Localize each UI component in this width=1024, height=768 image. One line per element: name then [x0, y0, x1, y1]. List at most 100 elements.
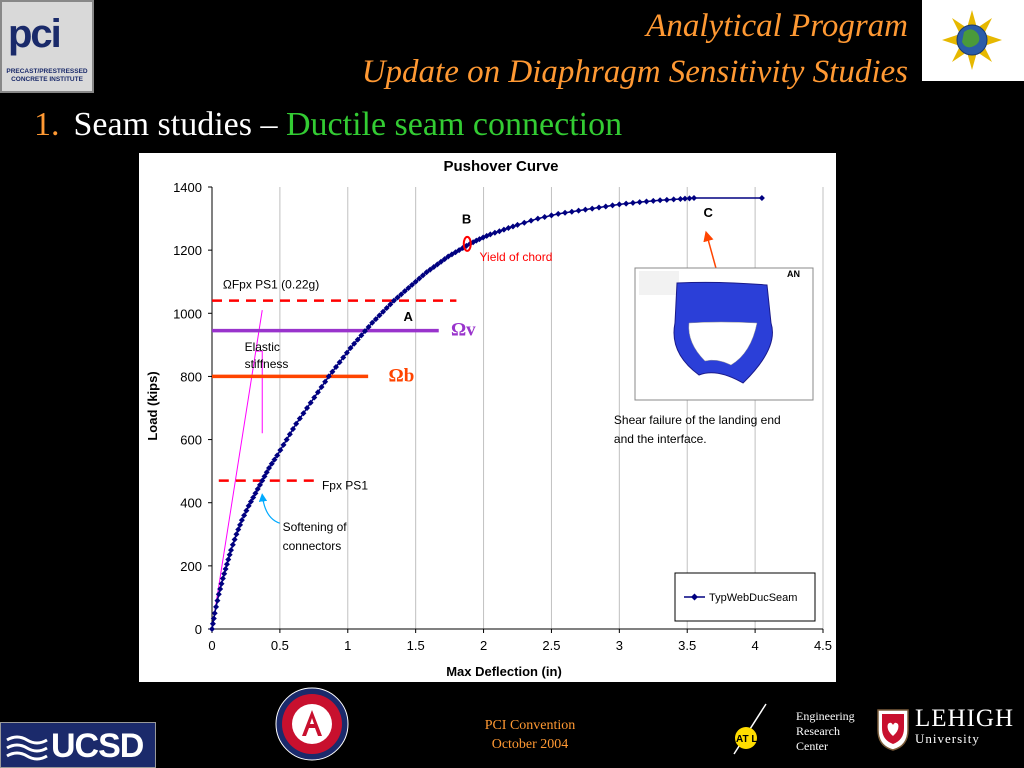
- data-point: [263, 469, 270, 476]
- point-c-arrow: [703, 230, 718, 273]
- data-point: [333, 363, 340, 370]
- lehigh-shield-icon: [877, 709, 909, 751]
- data-point: [361, 328, 368, 335]
- x-tick-label: 0: [208, 638, 215, 653]
- omega-fpx-label: ΩFpx PS1 (0.22g): [223, 278, 319, 292]
- data-point: [218, 580, 225, 587]
- chart-series: [209, 195, 765, 632]
- data-point: [304, 405, 311, 411]
- chart-reference-lines: [211, 299, 457, 630]
- ucsd-wave-icon: [6, 735, 48, 761]
- data-point: [677, 195, 684, 202]
- data-point: [222, 566, 229, 573]
- data-point: [233, 531, 240, 538]
- civil-engineering-seal: [275, 687, 349, 761]
- data-point: [241, 512, 248, 519]
- chart-gridlines: [279, 187, 824, 629]
- shear-failure-line2: and the interface.: [614, 432, 707, 446]
- data-point: [505, 225, 512, 232]
- data-point: [271, 456, 278, 463]
- bullet-number: 1.: [34, 106, 60, 143]
- data-point: [521, 219, 528, 226]
- data-point: [548, 212, 555, 219]
- data-point: [209, 626, 215, 632]
- lehigh-logo-sub: University: [915, 731, 980, 746]
- inset-fe-image: AN: [634, 267, 814, 401]
- data-point: [575, 207, 582, 214]
- data-point: [354, 336, 361, 343]
- page-title-line1: Analytical Program: [646, 8, 908, 44]
- data-point: [369, 319, 376, 326]
- data-point: [562, 209, 569, 216]
- data-point: [221, 570, 228, 577]
- legend-entry: TypWebDucSeam: [709, 592, 797, 604]
- data-point: [347, 345, 354, 352]
- footer-line1: PCI Convention: [484, 718, 576, 733]
- y-axis-label: Load (kips): [145, 371, 160, 440]
- atlss-logo: AT LSS: [733, 703, 771, 755]
- data-point: [623, 200, 630, 207]
- data-point: [274, 452, 281, 459]
- y-tick-label: 400: [180, 496, 202, 511]
- data-point: [686, 195, 693, 202]
- lehigh-logo-name: LEHIGH: [915, 705, 1015, 732]
- data-point: [514, 221, 521, 228]
- y-tick-label: 1400: [173, 180, 202, 195]
- x-tick-label: 4.5: [814, 638, 832, 653]
- data-point: [252, 490, 259, 497]
- data-point: [228, 547, 235, 554]
- softening-line2: connectors: [283, 539, 342, 553]
- data-point: [636, 199, 643, 206]
- y-tick-label: 0: [195, 622, 202, 637]
- omega-b-label: Ωb: [389, 365, 415, 386]
- data-point: [383, 305, 390, 312]
- data-point: [229, 541, 236, 548]
- y-tick-label: 1200: [173, 243, 202, 258]
- data-point: [427, 266, 434, 273]
- data-point: [307, 399, 314, 406]
- data-point: [277, 447, 284, 454]
- yield-of-chord-label: Yield of chord: [479, 250, 552, 264]
- elastic-stiffness-line1: Elastic: [245, 340, 280, 354]
- data-point: [261, 473, 268, 480]
- data-point: [213, 603, 220, 610]
- point-a-label: A: [403, 309, 413, 324]
- data-point: [245, 502, 252, 509]
- shear-failure-label: Shear failure of the landing end and the …: [614, 413, 781, 446]
- data-point: [351, 340, 358, 347]
- inset-ansys-logo: AN: [787, 269, 800, 279]
- data-point: [629, 199, 636, 206]
- data-point: [430, 263, 437, 270]
- elastic-stiffness-line2: stiffness: [245, 357, 289, 371]
- data-point: [456, 247, 463, 254]
- data-point: [209, 620, 216, 627]
- data-point: [670, 196, 677, 203]
- data-point: [434, 261, 441, 268]
- data-point: [336, 359, 343, 366]
- data-point: [394, 294, 401, 301]
- data-point: [231, 536, 238, 543]
- data-point: [602, 203, 609, 210]
- data-point: [376, 312, 383, 319]
- lehigh-logo: LEHIGH University: [915, 705, 1014, 747]
- data-point: [318, 383, 325, 390]
- data-point: [589, 205, 596, 212]
- data-point: [358, 332, 365, 339]
- data-point: [217, 586, 224, 593]
- data-point: [259, 477, 266, 484]
- data-point: [219, 575, 226, 582]
- stiffness-slope-triangle: [255, 350, 263, 434]
- data-point: [387, 301, 394, 308]
- x-tick-label: 1.5: [407, 638, 425, 653]
- data-point: [380, 308, 387, 315]
- bullet-text: Seam studies –: [73, 106, 286, 143]
- data-point: [555, 210, 562, 217]
- data-point: [758, 195, 765, 202]
- data-point: [582, 206, 589, 213]
- data-point: [237, 521, 244, 528]
- data-point: [691, 195, 698, 202]
- chart-annotations: ΩFpx PS1 (0.22g) Ωv Ωb Fpx PS1 A B C Yield of c…: [223, 205, 781, 553]
- footer-text: PCI Convention October 2004: [460, 716, 600, 754]
- data-point: [616, 201, 623, 208]
- data-point: [419, 272, 426, 279]
